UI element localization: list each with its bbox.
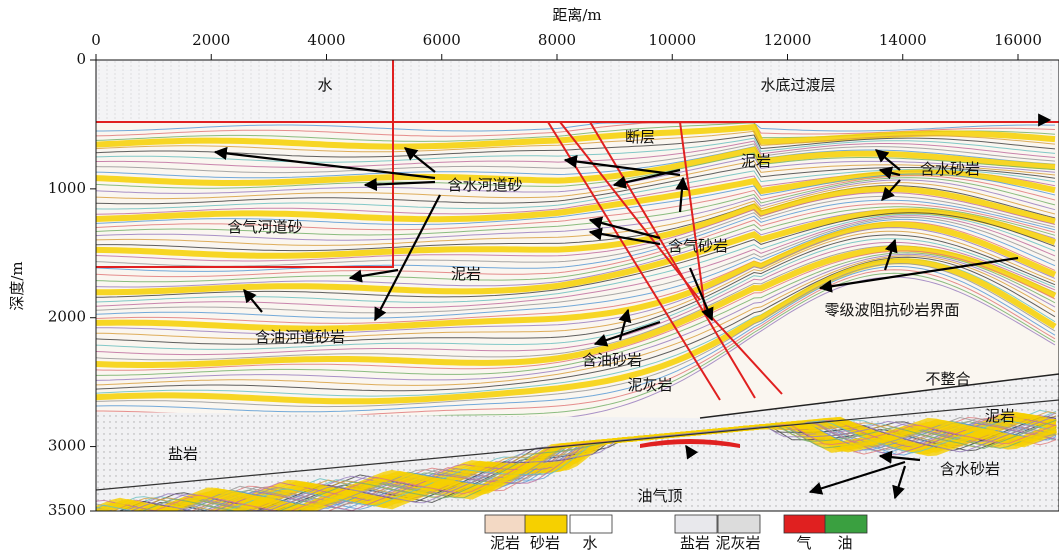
legend-label: 气: [796, 534, 811, 552]
legend-label: 泥岩: [490, 534, 520, 552]
annotation: 含水砂岩: [920, 160, 980, 178]
annotation: 水: [317, 76, 332, 94]
annotation: 泥岩: [451, 265, 481, 283]
x-tick-label: 16000: [994, 31, 1042, 49]
y-tick-label: 0: [76, 50, 86, 68]
y-tick-label: 3500: [48, 501, 86, 519]
annotation: 泥灰岩: [627, 376, 672, 394]
chart: 距离/m 深度/m 020004000600080001000012000140…: [0, 0, 1059, 553]
y-tick-label: 2000: [48, 308, 86, 326]
annotation: 泥岩: [741, 152, 771, 170]
legend-swatch: [570, 515, 612, 533]
annotation: 水底过渡层: [760, 76, 835, 94]
legend-swatch: [718, 515, 760, 533]
x-tick-label: 8000: [538, 31, 576, 49]
y-tick-label: 3000: [48, 437, 86, 455]
legend-swatch: [485, 515, 527, 533]
annotation: 断层: [625, 128, 655, 146]
annotation: 泥岩: [985, 407, 1015, 425]
x-tick-label: 0: [91, 31, 101, 49]
annotation: 含油河道砂岩: [255, 328, 345, 346]
legend-swatch: [784, 515, 826, 533]
annotation: 含气河道砂: [227, 218, 302, 236]
annotation: 含油砂岩: [582, 351, 642, 369]
annotation: 不整合: [925, 370, 970, 388]
legend-label: 水: [582, 534, 597, 552]
legend-swatch: [675, 515, 717, 533]
x-tick-label: 4000: [307, 31, 345, 49]
annotation: 含气砂岩: [668, 237, 728, 255]
annotation: 盐岩: [168, 445, 198, 463]
annotation: 含水砂岩: [940, 460, 1000, 478]
y-tick-label: 1000: [48, 179, 86, 197]
annotation: 含水河道砂: [447, 176, 522, 194]
x-axis-title: 距离/m: [552, 6, 601, 24]
annotation: 零级波阻抗砂岩界面: [824, 301, 959, 319]
x-tick-label: 2000: [192, 31, 230, 49]
x-tick-label: 14000: [879, 31, 927, 49]
water: [96, 60, 1059, 122]
annotation: 油气顶: [637, 487, 682, 505]
legend-swatch: [825, 515, 867, 533]
legend-label: 砂岩: [530, 534, 560, 552]
legend-label: 盐岩: [680, 534, 710, 552]
legend-swatch: [525, 515, 567, 533]
x-tick-label: 12000: [764, 31, 812, 49]
x-tick-label: 10000: [648, 31, 696, 49]
legend-label: 泥灰岩: [715, 534, 760, 552]
x-tick-label: 6000: [423, 31, 461, 49]
legend-label: 油: [837, 534, 852, 552]
y-axis-title: 深度/m: [8, 261, 26, 310]
